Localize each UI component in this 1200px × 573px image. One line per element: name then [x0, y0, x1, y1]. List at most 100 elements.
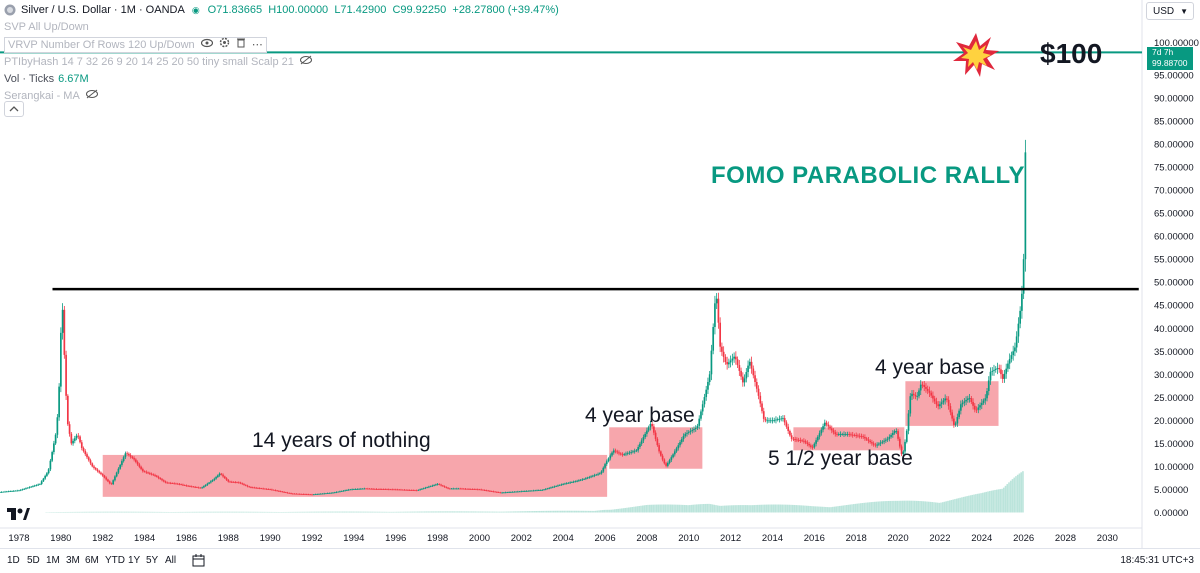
candle-body — [644, 434, 646, 437]
indicator-row-vol[interactable]: Vol · Ticks 6.67M — [4, 71, 559, 87]
price-tick-label: 55.00000 — [1154, 255, 1194, 266]
volume-bar — [706, 504, 708, 513]
high-value: H100.00000 — [268, 4, 328, 16]
annotation-4-year-base-2022[interactable]: 4 year base — [875, 356, 985, 380]
currency-select[interactable]: USD ▼ — [1146, 2, 1194, 20]
candle-body — [311, 494, 313, 495]
volume-bar — [434, 511, 436, 512]
annotation-5-half-year-base[interactable]: 5 1/2 year base — [768, 447, 913, 471]
volume-bar — [474, 511, 476, 512]
timeframe-1y-button[interactable]: 1Y — [128, 555, 140, 566]
candle-body — [409, 490, 411, 491]
candle-body — [477, 489, 479, 490]
timeframe-ytd-button[interactable]: YTD — [105, 555, 125, 566]
volume-bar — [891, 501, 893, 513]
collapse-legend-button[interactable] — [4, 101, 24, 117]
candle-body — [231, 482, 233, 483]
timeframe-1m-button[interactable]: 1M — [46, 555, 60, 566]
volume-bar — [612, 509, 614, 512]
price-candle — [93, 465, 95, 470]
vol-label: Vol · Ticks — [4, 71, 54, 87]
timeframe-all-button[interactable]: All — [165, 555, 176, 566]
candle-body — [81, 442, 83, 448]
candle-body — [327, 493, 329, 494]
volume-bar — [204, 512, 206, 513]
volume-bar — [930, 502, 932, 513]
candle-body — [250, 487, 252, 488]
hidden-eye-icon[interactable] — [300, 54, 312, 70]
indicator-row-serangkai[interactable]: Serangkai - MA — [4, 88, 559, 104]
volume-bar — [256, 512, 258, 513]
eye-icon[interactable] — [201, 38, 213, 52]
volume-bar — [86, 512, 88, 513]
price-candle — [100, 471, 102, 475]
timeframe-3m-button[interactable]: 3M — [66, 555, 80, 566]
more-options-icon[interactable]: ⋯ — [252, 38, 263, 52]
symbol-title[interactable]: Silver / U.S. Dollar · 1M · OANDA — [21, 2, 185, 18]
delete-trash-icon[interactable] — [236, 37, 246, 52]
candle-body — [800, 440, 802, 441]
volume-bar — [410, 512, 412, 513]
time-tick-label: 1988 — [218, 533, 239, 544]
settings-gear-icon[interactable] — [219, 37, 230, 52]
date-range-calendar-icon[interactable] — [192, 553, 206, 570]
timeframe-5d-button[interactable]: 5D — [27, 555, 40, 566]
volume-bar — [905, 501, 907, 513]
candle-body — [988, 380, 990, 391]
volume-bar — [984, 492, 986, 512]
indicator-row-vrvp[interactable]: VRVP Number Of Rows 120 Up/Down ⋯ — [4, 37, 559, 53]
candle-body — [194, 487, 196, 488]
volume-bar — [839, 506, 841, 513]
volume-bar — [75, 512, 77, 513]
indicator-row-pti[interactable]: PTIbyHash 14 7 32 26 9 20 14 25 20 50 ti… — [4, 54, 559, 70]
volume-bar — [490, 512, 492, 513]
volume-bar — [389, 512, 391, 513]
price-candle — [698, 415, 700, 429]
annotation-100-dollars[interactable]: $100 — [1040, 38, 1102, 70]
candle-body — [196, 487, 198, 488]
volume-bar — [651, 505, 653, 513]
candle-body — [466, 489, 468, 490]
price-candle — [747, 361, 749, 378]
volume-bar — [145, 512, 147, 513]
vol-value: 6.67M — [58, 73, 89, 85]
timeframe-6m-button[interactable]: 6M — [85, 555, 99, 566]
candle-body — [145, 472, 147, 473]
candle-body — [104, 476, 106, 478]
volume-bar — [316, 512, 318, 513]
price-candle — [67, 394, 69, 426]
timeframe-5y-button[interactable]: 5Y — [146, 555, 158, 566]
volume-bar — [462, 511, 464, 512]
volume-bar — [311, 512, 313, 513]
price-candle — [765, 417, 767, 422]
candle-body — [882, 442, 884, 443]
timeframe-1d-button[interactable]: 1D — [7, 555, 20, 566]
price-candle — [88, 456, 90, 462]
utc-clock[interactable]: 18:45:31 UTC+3 — [1120, 555, 1194, 566]
volume-bar — [738, 505, 740, 512]
candle-body — [13, 491, 15, 492]
price-candle — [60, 327, 62, 392]
volume-bar — [276, 512, 278, 513]
annotation-14-years[interactable]: 14 years of nothing — [252, 429, 431, 453]
candle-body — [573, 482, 575, 483]
candle-body — [491, 491, 493, 492]
candle-body — [125, 453, 127, 457]
annotation-4-year-base-2008[interactable]: 4 year base — [585, 404, 695, 428]
volume-bar — [220, 512, 222, 513]
price-tick-label: 5.00000 — [1154, 485, 1188, 496]
price-candle — [27, 487, 29, 489]
candle-body — [684, 434, 686, 436]
candle-body — [749, 362, 751, 366]
candle-body — [383, 489, 385, 490]
indicator-row-svp[interactable]: SVP All Up/Down — [4, 19, 559, 35]
volume-bar — [708, 504, 710, 513]
candle-body — [425, 488, 427, 489]
volume-bar — [237, 512, 239, 513]
candle-body — [957, 417, 959, 423]
candle-body — [43, 479, 45, 482]
candle-body — [963, 401, 965, 402]
annotation-fomo-rally[interactable]: FOMO PARABOLIC RALLY — [711, 162, 1025, 190]
hidden-eye-icon[interactable] — [86, 88, 98, 104]
volume-bar — [195, 512, 197, 513]
